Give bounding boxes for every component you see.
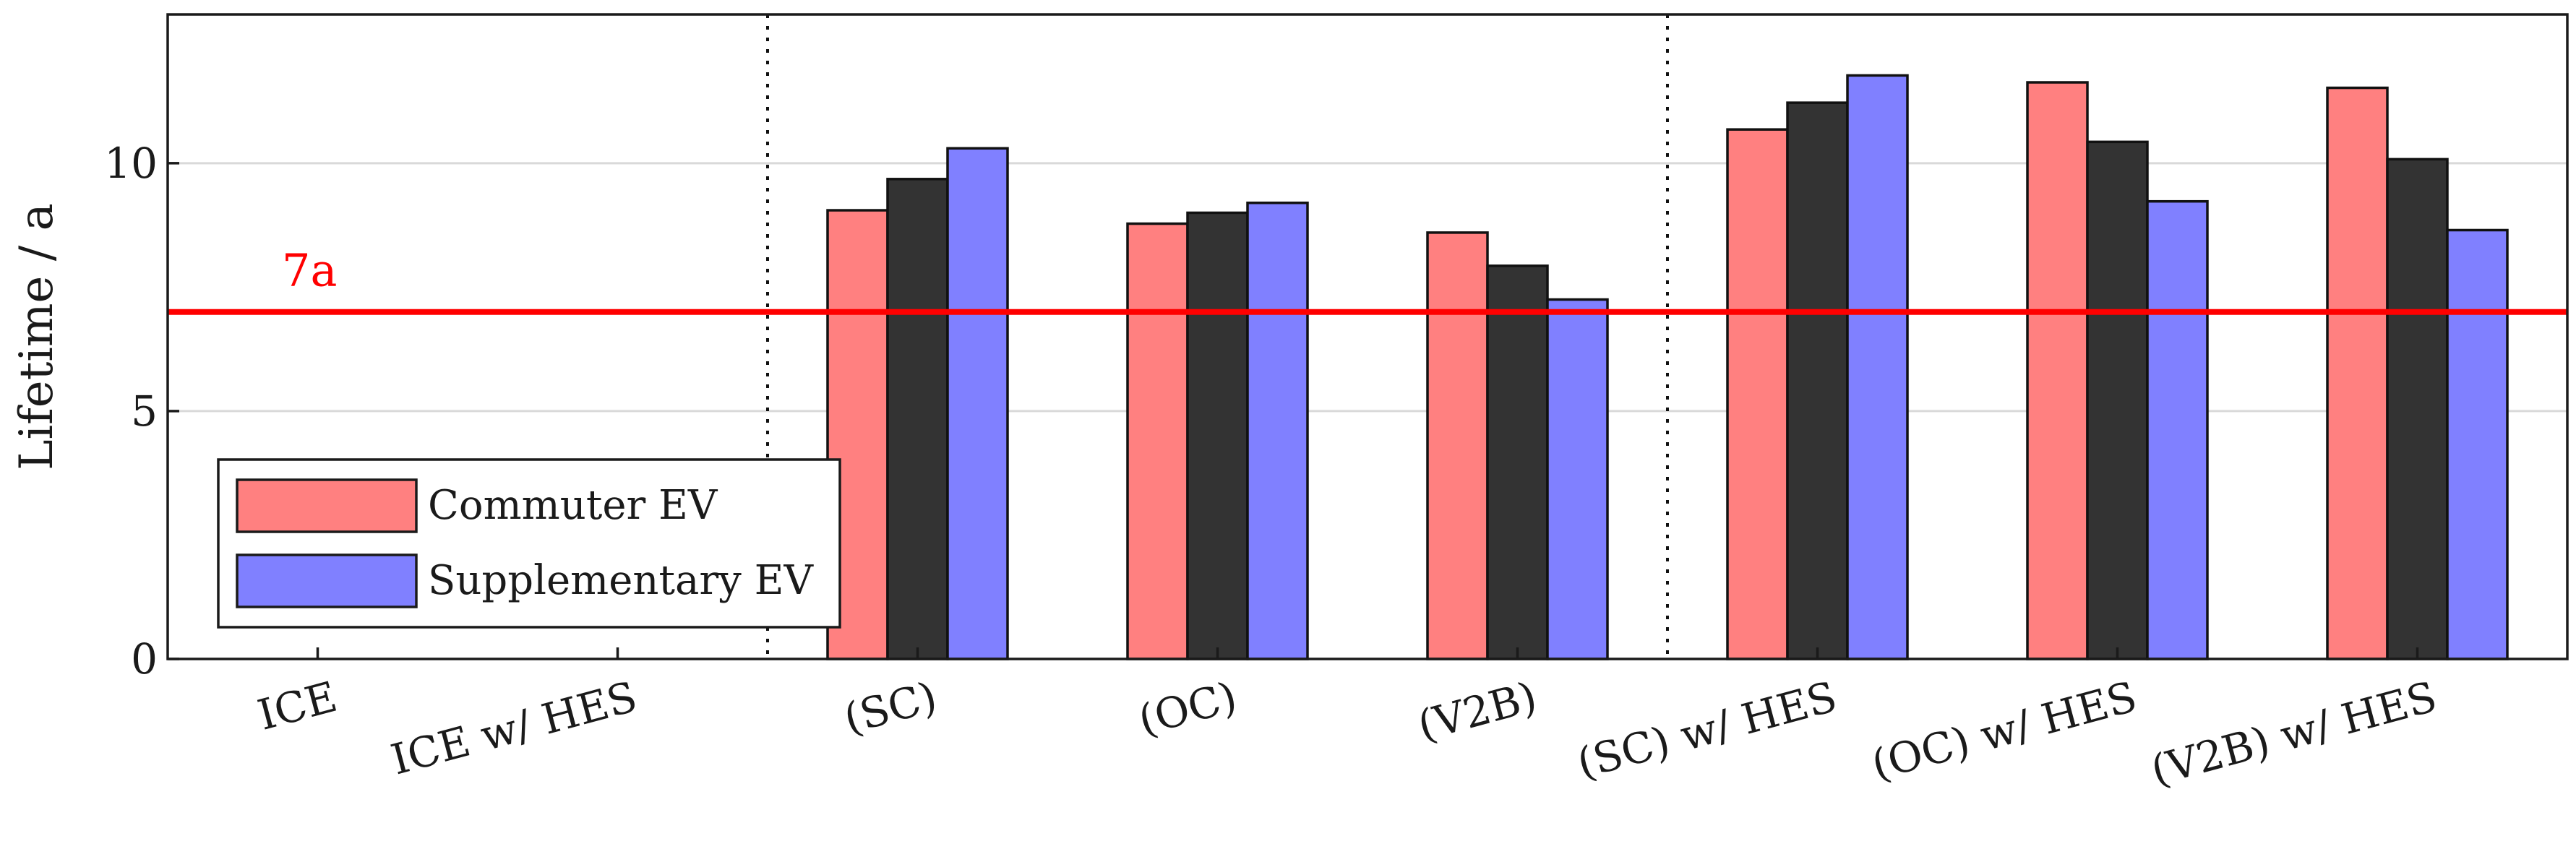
x-tick-label: (SC) xyxy=(839,672,943,744)
x-tick-label: ICE w/ HES xyxy=(386,672,642,785)
y-tick-label: 10 xyxy=(104,139,158,188)
group-separators xyxy=(766,14,1669,659)
x-tick-label: (V2B) w/ HES xyxy=(2146,672,2442,796)
legend-label-commuter-ev: Commuter EV xyxy=(428,482,718,529)
bar xyxy=(2326,86,2389,660)
x-tick-label: (SC) w/ HES xyxy=(1572,672,1842,788)
reference-line-label: 7a xyxy=(282,244,337,297)
bar xyxy=(1486,264,1549,660)
bar xyxy=(886,178,949,660)
y-tick-label: 0 xyxy=(131,634,158,684)
x-axis-ticks: ICE ICE w/ HES (SC) (OC) (V2B) (SC) w/ HES (OC… xyxy=(253,647,2442,795)
y-axis-label: Lifetime / a xyxy=(10,203,64,470)
legend-swatch-supplementary-ev xyxy=(236,553,418,608)
bar xyxy=(1846,74,1909,660)
x-tick-label: (OC) xyxy=(1133,672,1242,745)
legend-label-supplementary-ev: Supplementary EV xyxy=(428,557,814,604)
legend: Commuter EV Supplementary EV xyxy=(217,458,841,629)
bar xyxy=(1426,231,1489,660)
x-tick-label: (V2B) xyxy=(1413,672,1542,751)
bar xyxy=(1246,201,1309,660)
bar xyxy=(1186,211,1249,660)
bar xyxy=(2086,140,2149,660)
bar xyxy=(1726,128,1789,660)
bar-series xyxy=(826,74,2509,660)
y-tick-label: 5 xyxy=(131,387,158,436)
bar xyxy=(1546,298,1609,660)
reference-line-group: 7a xyxy=(168,244,2567,315)
bar xyxy=(2026,81,2089,660)
x-tick-label: (OC) w/ HES xyxy=(1866,672,2142,790)
bar xyxy=(2446,228,2509,660)
x-tick-label: ICE xyxy=(253,672,343,740)
bar xyxy=(1786,101,1849,660)
bar xyxy=(1126,222,1189,660)
bar xyxy=(2146,199,2209,660)
legend-swatch-commuter-ev xyxy=(236,478,418,533)
plot-area xyxy=(166,13,2569,660)
y-axis-ticks: 0 5 10 xyxy=(104,139,179,684)
bar xyxy=(2386,158,2449,660)
bar xyxy=(946,147,1009,660)
